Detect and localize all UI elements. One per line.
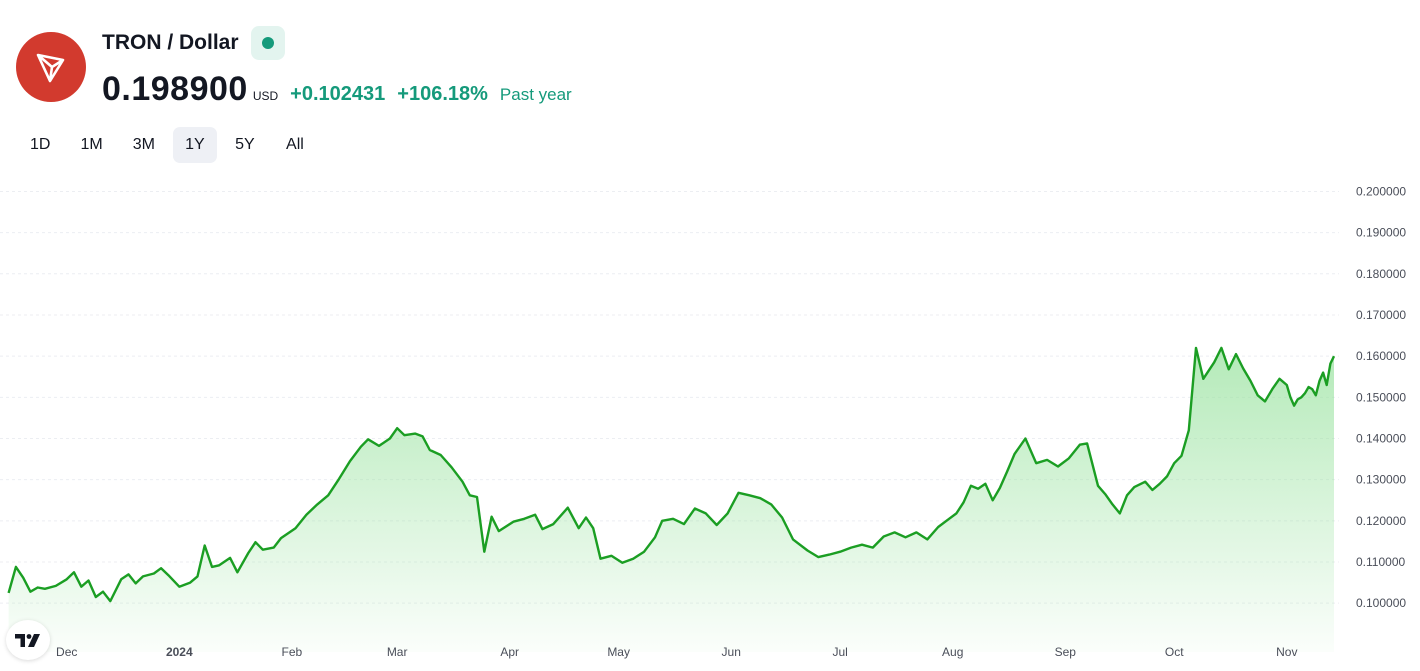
range-1y-button[interactable]: 1Y [172, 127, 217, 163]
y-tick-label: 0.180000 [1356, 267, 1406, 281]
x-tick-label: Feb [282, 645, 303, 659]
x-axis: Dec 2024 Feb Mar Apr May Jun Jul Aug Sep Oct Nov [56, 645, 1297, 659]
x-tick-label: Oct [1165, 645, 1184, 659]
y-tick-label: 0.150000 [1356, 390, 1406, 404]
range-selector: 1D 1M 3M 1Y 5Y All [18, 127, 317, 163]
x-tick-label: Jul [832, 645, 847, 659]
y-tick-label: 0.200000 [1356, 184, 1406, 198]
price-change-percent: +106.18% [397, 83, 488, 105]
tron-logo-icon [16, 32, 86, 102]
y-tick-label: 0.160000 [1356, 349, 1406, 363]
x-tick-label: Sep [1055, 645, 1077, 659]
range-1d-button[interactable]: 1D [18, 127, 62, 163]
price-series-line[interactable] [7, 346, 1336, 603]
tradingview-logo-icon[interactable] [6, 620, 50, 660]
price-area-fill [8, 347, 1335, 652]
change-period-label: Past year [499, 85, 572, 104]
range-all-button[interactable]: All [273, 127, 317, 163]
x-tick-label: Apr [500, 645, 519, 659]
y-tick-label: 0.120000 [1356, 514, 1406, 528]
x-tick-label: May [607, 645, 630, 659]
price-row: 0.198900 USD +0.102431 +106.18% Past yea… [102, 70, 572, 109]
y-tick-label: 0.100000 [1356, 596, 1406, 610]
x-tick-label: Nov [1276, 645, 1297, 659]
price-change-absolute: +0.102431 [290, 83, 386, 105]
y-tick-label: 0.140000 [1356, 431, 1406, 445]
page-title: TRON / Dollar [102, 31, 239, 54]
y-tick-label: 0.170000 [1356, 308, 1406, 322]
x-tick-label: Dec [56, 645, 77, 659]
market-status-badge[interactable] [250, 26, 285, 60]
y-tick-label: 0.130000 [1356, 473, 1406, 487]
x-tick-label: Mar [387, 645, 408, 659]
x-tick-label: Jun [722, 645, 741, 659]
last-price: 0.198900 [102, 70, 248, 108]
y-tick-label: 0.110000 [1356, 555, 1405, 569]
x-tick-label: Aug [942, 645, 963, 659]
y-axis: 0.200000 0.190000 0.180000 0.170000 0.160000… [1356, 184, 1406, 610]
range-5y-button[interactable]: 5Y [223, 127, 267, 163]
symbol-header: TRON / Dollar 0.198900 USD +0.102431 +10… [16, 26, 916, 109]
y-tick-label: 0.190000 [1356, 226, 1406, 240]
price-chart[interactable]: 0.200000 0.190000 0.180000 0.170000 0.160000… [0, 170, 1420, 671]
market-status-dot-icon [261, 37, 274, 49]
currency-label: USD [252, 89, 279, 103]
x-tick-label: 2024 [166, 645, 193, 659]
range-1m-button[interactable]: 1M [68, 127, 114, 163]
range-3m-button[interactable]: 3M [121, 127, 167, 163]
